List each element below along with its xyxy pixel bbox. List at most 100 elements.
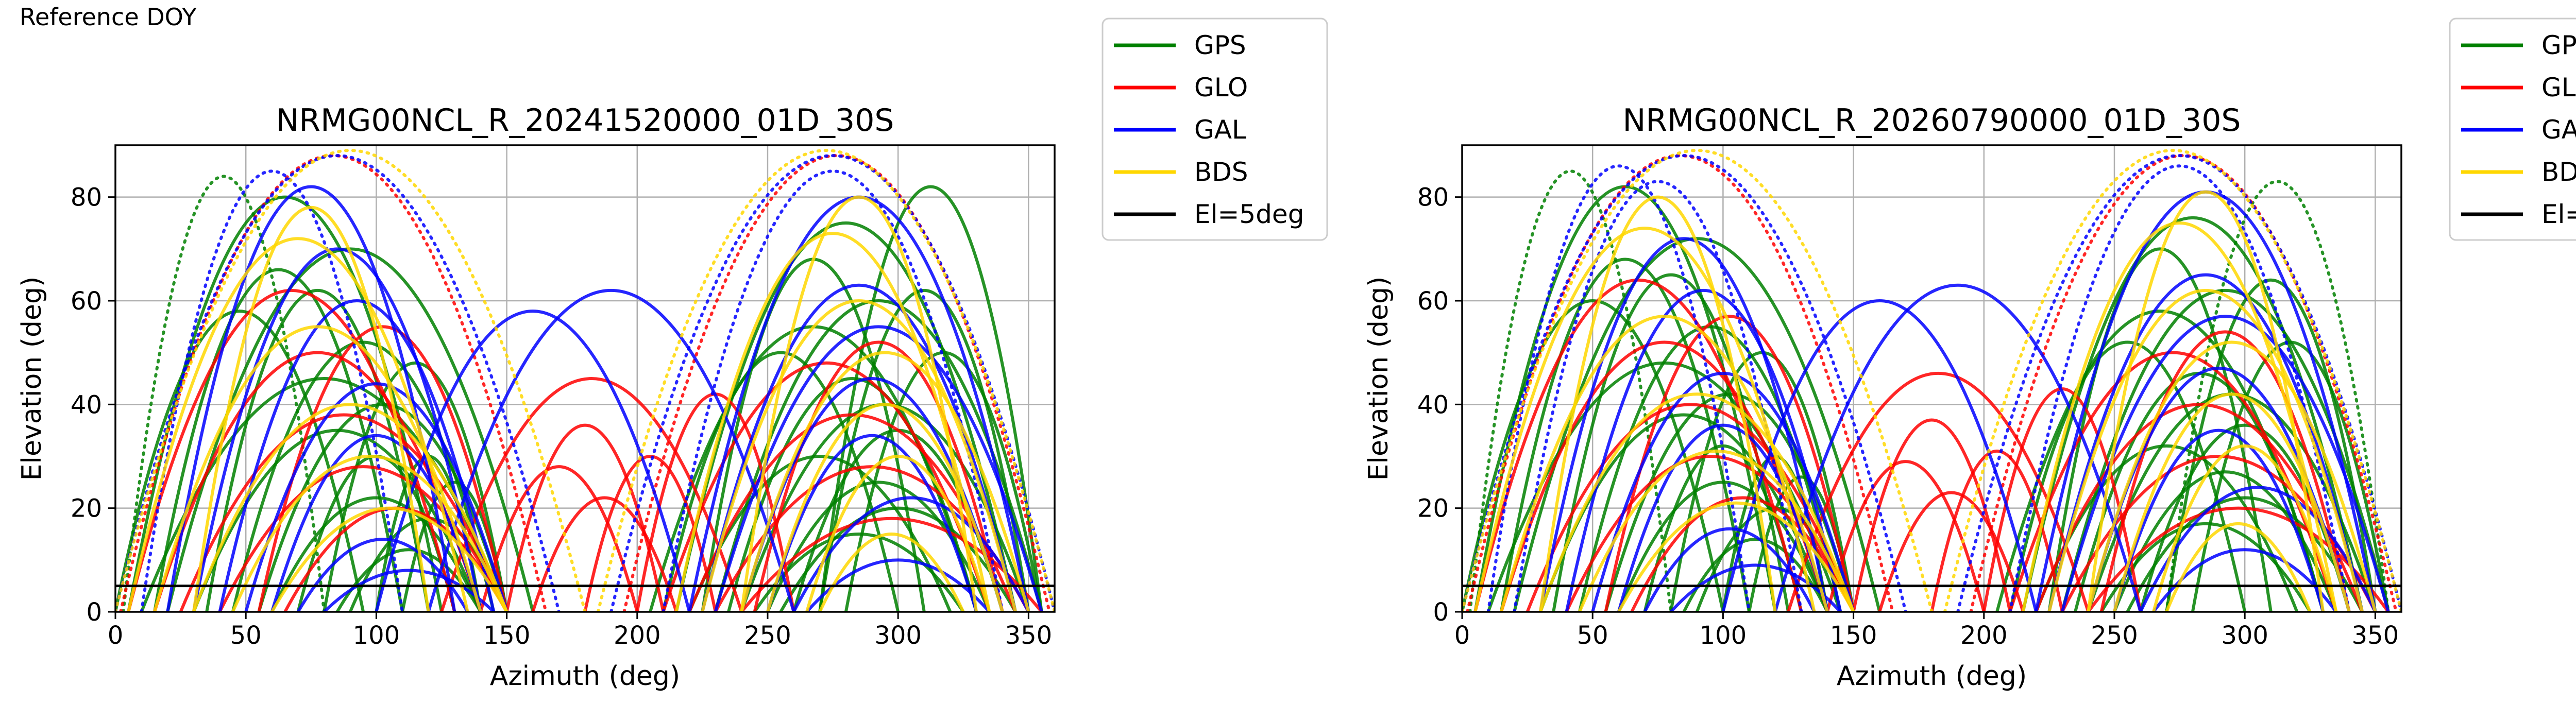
arc-gal bbox=[1565, 288, 1842, 612]
arc-gps bbox=[205, 289, 430, 612]
arc-gal bbox=[609, 154, 1055, 612]
y-tick-label: 60 bbox=[1417, 287, 1449, 316]
arc-glo bbox=[479, 465, 639, 612]
arc-glo bbox=[1930, 450, 2064, 612]
arc-bds bbox=[2087, 340, 2377, 612]
x-tick-label: 250 bbox=[2091, 621, 2138, 650]
arc-glo bbox=[531, 496, 678, 612]
arc-gal bbox=[1669, 563, 1842, 612]
arc-gal bbox=[115, 154, 561, 612]
arc-gal bbox=[766, 434, 978, 612]
arc-bds bbox=[1499, 315, 1829, 612]
legend-label: El=5deg bbox=[1194, 199, 1304, 229]
arc-bds bbox=[1538, 392, 1855, 612]
legend-label: GAL bbox=[2541, 115, 2576, 145]
arc-gal bbox=[375, 310, 691, 612]
x-tick-label: 150 bbox=[483, 621, 531, 650]
arc-gps bbox=[270, 496, 482, 612]
arc-gal bbox=[166, 185, 456, 612]
arc-gps bbox=[674, 221, 1018, 612]
arc-gps bbox=[152, 268, 404, 612]
arc-bds bbox=[674, 232, 991, 612]
legend-label: GLO bbox=[2541, 73, 2576, 102]
arc-bds bbox=[766, 403, 1004, 612]
y-axis-label: Elevation (deg) bbox=[1363, 277, 1394, 481]
legend-label: GPS bbox=[1194, 30, 1246, 60]
chart-0: 0 50 100 150 200 250 300 350 0 20 40 60 80 NRMG00NCL_… bbox=[16, 18, 1328, 692]
arc-gal bbox=[244, 382, 509, 612]
legend-frame bbox=[1101, 18, 1328, 241]
arc-gal bbox=[2008, 164, 2351, 612]
arc-gps bbox=[779, 506, 1018, 612]
x-axis-label: Azimuth (deg) bbox=[490, 661, 680, 692]
legend: GPS GLO GAL BDS El=5deg bbox=[1101, 18, 1328, 241]
arc-bds bbox=[192, 403, 509, 612]
arc-bds bbox=[192, 205, 430, 612]
arc-gps bbox=[2099, 522, 2312, 612]
x-tick-label: 350 bbox=[1005, 621, 1053, 650]
arc-bds bbox=[1462, 149, 1934, 612]
axes-frame bbox=[114, 144, 1056, 613]
y-tick-label: 20 bbox=[71, 494, 102, 523]
arc-glo bbox=[439, 377, 743, 612]
arc-bds bbox=[127, 237, 469, 612]
legend-label: BDS bbox=[1194, 157, 1248, 187]
arc-glo bbox=[583, 455, 717, 612]
arc-gps bbox=[115, 310, 365, 612]
satellite-arcs bbox=[115, 149, 1055, 612]
arc-glo bbox=[1852, 418, 2012, 612]
chart-title: NRMG00NCL_R_20241520000_01D_30S bbox=[276, 102, 894, 139]
arc-gps bbox=[1468, 169, 1673, 612]
arc-glo bbox=[753, 340, 1004, 612]
arc-bds bbox=[1578, 450, 1855, 612]
arc-glo bbox=[1878, 491, 2025, 612]
arc-bds bbox=[805, 455, 991, 612]
arc-bds bbox=[231, 455, 509, 612]
arc-gps bbox=[818, 289, 1030, 612]
legend-label: GAL bbox=[1194, 115, 1246, 145]
y-tick-label: 80 bbox=[71, 183, 102, 212]
x-tick-label: 100 bbox=[1700, 621, 1747, 650]
arc-gps bbox=[844, 351, 1043, 612]
arc-gal bbox=[2139, 486, 2377, 612]
chart-1: 0 50 100 150 200 250 300 350 0 20 40 60 80 NRMG00NCL_… bbox=[1363, 18, 2576, 692]
arc-bds bbox=[1473, 227, 1816, 612]
legend: GPS GLO GAL BDS El=5deg bbox=[2449, 18, 2576, 241]
arc-bds bbox=[270, 506, 509, 612]
x-tick-label: 350 bbox=[2352, 621, 2399, 650]
legend-label: GPS bbox=[2541, 30, 2576, 60]
x-tick-label: 50 bbox=[1577, 621, 1608, 650]
arc-bds bbox=[2112, 392, 2351, 612]
y-tick-label: 0 bbox=[1433, 598, 1449, 627]
arc-gps bbox=[2165, 278, 2377, 612]
x-tick-label: 300 bbox=[874, 621, 922, 650]
arc-gal bbox=[218, 299, 496, 612]
arc-bds bbox=[1538, 196, 1777, 612]
figure-suptitle: Reference DOY bbox=[20, 3, 197, 31]
arc-glo bbox=[622, 154, 1051, 612]
arc-bds bbox=[596, 149, 1055, 612]
arc-glo bbox=[1499, 340, 1829, 612]
arc-gal bbox=[792, 496, 1030, 612]
arc-glo bbox=[1630, 496, 1855, 612]
arc-gps bbox=[257, 403, 509, 612]
arc-bds bbox=[740, 196, 978, 612]
x-tick-label: 300 bbox=[2221, 621, 2268, 650]
arc-gps bbox=[1499, 258, 1751, 612]
arc-glo bbox=[1969, 154, 2398, 612]
y-tick-label: 60 bbox=[71, 287, 102, 316]
arc-gps bbox=[1604, 392, 1855, 612]
x-axis-label: Azimuth (deg) bbox=[1837, 661, 2027, 692]
chart-title: NRMG00NCL_R_20260790000_01D_30S bbox=[1623, 102, 2241, 139]
arc-gal bbox=[1462, 154, 1907, 612]
arc-gal bbox=[2047, 273, 2364, 612]
arc-glo bbox=[1786, 372, 2090, 612]
arc-bds bbox=[701, 299, 1018, 612]
y-tick-label: 40 bbox=[71, 390, 102, 419]
arc-gal bbox=[2112, 428, 2325, 612]
arc-glo bbox=[2099, 330, 2351, 612]
arc-glo bbox=[1825, 460, 1986, 612]
arc-gps bbox=[323, 361, 509, 612]
arc-glo bbox=[257, 325, 509, 612]
